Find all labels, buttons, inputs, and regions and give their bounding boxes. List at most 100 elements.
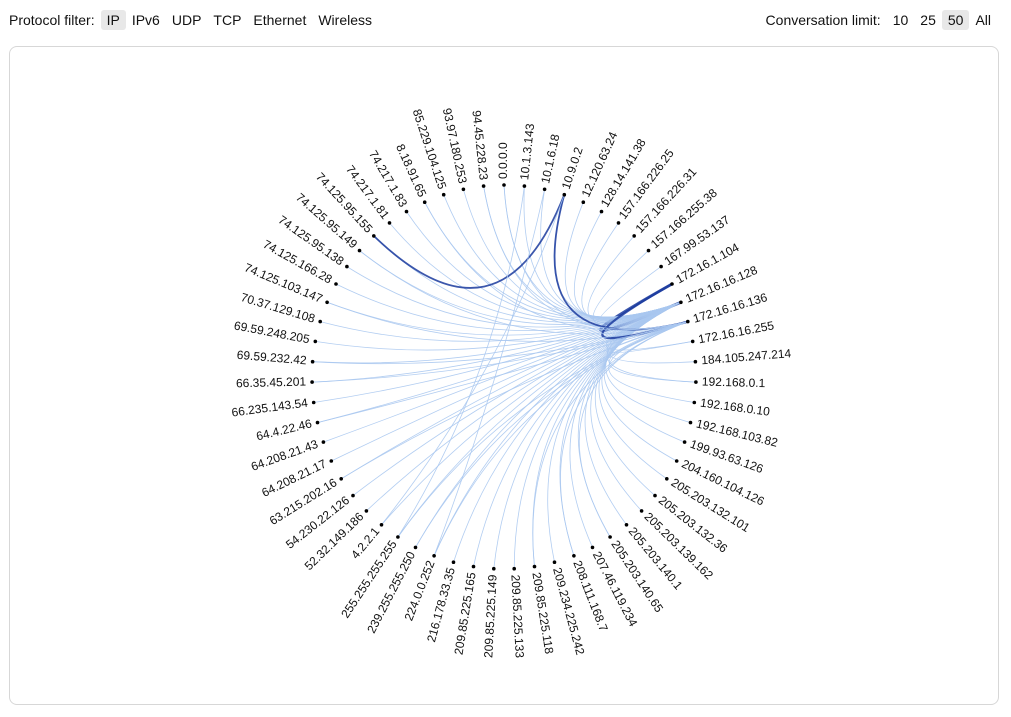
node-dot[interactable]: [688, 420, 693, 425]
node-dot[interactable]: [502, 183, 506, 187]
node-dot[interactable]: [310, 380, 314, 384]
node-dot[interactable]: [616, 221, 621, 225]
conversation-link[interactable]: [560, 321, 688, 556]
conversation-link[interactable]: [473, 301, 682, 567]
node-dot[interactable]: [665, 477, 669, 481]
node-dot[interactable]: [432, 554, 436, 558]
conversation-link[interactable]: [317, 301, 682, 423]
node-dot[interactable]: [581, 200, 586, 204]
conversation-link[interactable]: [315, 301, 682, 351]
node-dot[interactable]: [351, 493, 355, 498]
conversation-link[interactable]: [608, 321, 696, 383]
node-dot[interactable]: [692, 400, 697, 405]
node-dot[interactable]: [451, 560, 456, 564]
node-dot[interactable]: [590, 545, 595, 550]
node-dot[interactable]: [694, 380, 698, 384]
node-dot[interactable]: [639, 509, 644, 513]
protocol-option-tcp[interactable]: TCP: [213, 12, 242, 28]
conversation-link[interactable]: [340, 321, 688, 480]
node-dot[interactable]: [693, 359, 698, 364]
node-dot[interactable]: [624, 523, 629, 527]
conversation-link[interactable]: [312, 321, 688, 365]
node-dot[interactable]: [357, 248, 362, 253]
node-dot[interactable]: [542, 187, 547, 192]
conversation-link[interactable]: [381, 194, 565, 526]
conversation-link[interactable]: [381, 301, 682, 526]
conversation-link[interactable]: [433, 321, 688, 556]
node-dot[interactable]: [310, 359, 315, 364]
conversation-link[interactable]: [532, 321, 688, 567]
limit-option-50[interactable]: 50: [941, 10, 970, 30]
conversation-link[interactable]: [317, 321, 688, 423]
conversation-link[interactable]: [513, 301, 682, 569]
node-dot[interactable]: [562, 192, 567, 197]
node-dot[interactable]: [345, 264, 349, 269]
node-dot[interactable]: [682, 440, 687, 444]
node-dot[interactable]: [321, 440, 326, 444]
node-dot[interactable]: [311, 400, 316, 405]
node-dot[interactable]: [379, 523, 384, 527]
node-dot[interactable]: [313, 339, 318, 344]
node-dot[interactable]: [441, 192, 446, 197]
node-dot[interactable]: [422, 200, 427, 204]
node-dot[interactable]: [461, 187, 466, 192]
node-dot[interactable]: [471, 564, 476, 569]
node-dot[interactable]: [481, 184, 486, 188]
protocol-option-ethernet[interactable]: Ethernet: [253, 12, 307, 28]
node-dot[interactable]: [396, 535, 400, 539]
node-dot[interactable]: [690, 339, 695, 344]
conversation-link[interactable]: [493, 301, 682, 569]
node-dot[interactable]: [364, 509, 369, 513]
conversation-link[interactable]: [415, 321, 688, 548]
node-dot[interactable]: [674, 459, 679, 463]
conversation-link[interactable]: [312, 301, 682, 364]
node-dot[interactable]: [492, 566, 496, 571]
node-dot[interactable]: [679, 300, 683, 305]
conversation-link[interactable]: [607, 321, 693, 354]
node-dot[interactable]: [608, 535, 612, 539]
node-label: 209.85.225.133: [508, 574, 526, 658]
conversation-link[interactable]: [397, 186, 525, 538]
node-dot[interactable]: [334, 282, 338, 286]
chart-panel: 0.0.0.0 10.1.3.143 10.1.6.18 10.9.0.2 12.120…: [9, 46, 999, 705]
node-dot[interactable]: [532, 564, 537, 569]
node-dot[interactable]: [646, 248, 651, 253]
limit-option-25[interactable]: 25: [920, 12, 936, 28]
conversation-link[interactable]: [359, 250, 688, 335]
conversation-link[interactable]: [397, 301, 682, 538]
node-dot[interactable]: [552, 560, 557, 564]
conversation-link[interactable]: [483, 186, 688, 330]
protocol-option-udp[interactable]: UDP: [171, 12, 202, 28]
node-dot[interactable]: [339, 477, 344, 481]
protocol-option-wireless[interactable]: Wireless: [318, 12, 373, 28]
node-dot[interactable]: [653, 493, 657, 498]
node-dot[interactable]: [512, 566, 516, 571]
limit-option-all[interactable]: All: [975, 12, 991, 28]
conversation-link[interactable]: [373, 194, 566, 289]
node-dot[interactable]: [318, 319, 323, 324]
node-dot[interactable]: [572, 554, 576, 558]
node-dot[interactable]: [315, 420, 320, 425]
protocol-option-ip[interactable]: IP: [100, 10, 126, 30]
conversation-link[interactable]: [366, 301, 682, 512]
node-dot[interactable]: [329, 459, 334, 463]
node-dot[interactable]: [372, 234, 376, 238]
node-dot[interactable]: [325, 300, 329, 305]
conversation-link[interactable]: [331, 301, 682, 462]
conversation-link[interactable]: [312, 321, 688, 383]
conversation-link[interactable]: [397, 321, 688, 538]
conversation-link[interactable]: [433, 189, 545, 556]
limit-option-10[interactable]: 10: [892, 12, 909, 28]
protocol-option-ipv6[interactable]: IPv6: [131, 12, 160, 28]
node-dot[interactable]: [522, 184, 527, 188]
node-dot[interactable]: [413, 545, 418, 550]
node-dot[interactable]: [659, 264, 663, 269]
node-label: 10.9.0.2: [559, 145, 586, 191]
node-dot[interactable]: [632, 234, 636, 238]
conversation-link[interactable]: [340, 301, 682, 480]
node-dot[interactable]: [686, 319, 690, 324]
node-dot[interactable]: [387, 221, 392, 225]
node-dot[interactable]: [599, 209, 604, 214]
node-dot[interactable]: [404, 209, 409, 214]
node-dot[interactable]: [670, 282, 674, 286]
